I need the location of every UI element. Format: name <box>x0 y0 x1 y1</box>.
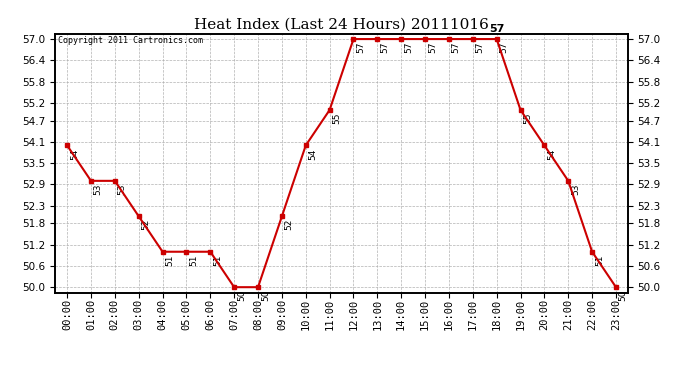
Text: 51: 51 <box>189 255 198 266</box>
Text: 57: 57 <box>489 24 504 33</box>
Text: 57: 57 <box>428 42 437 53</box>
Title: Heat Index (Last 24 Hours) 20111016: Heat Index (Last 24 Hours) 20111016 <box>194 17 489 31</box>
Text: 54: 54 <box>547 148 556 159</box>
Text: 52: 52 <box>285 219 294 231</box>
Text: 57: 57 <box>356 42 365 53</box>
Text: 50: 50 <box>619 290 628 302</box>
Text: 54: 54 <box>308 148 317 159</box>
Text: 57: 57 <box>475 42 484 53</box>
Text: 53: 53 <box>571 184 580 195</box>
Text: 55: 55 <box>333 113 342 124</box>
Text: 51: 51 <box>166 255 175 266</box>
Text: 52: 52 <box>141 219 150 231</box>
Text: 50: 50 <box>261 290 270 302</box>
Text: 57: 57 <box>452 42 461 53</box>
Text: 57: 57 <box>500 42 509 53</box>
Text: 53: 53 <box>117 184 127 195</box>
Text: 57: 57 <box>380 42 389 53</box>
Text: 50: 50 <box>237 290 246 302</box>
Text: 53: 53 <box>94 184 103 195</box>
Text: Copyright 2011 Cartronics.com: Copyright 2011 Cartronics.com <box>58 36 203 45</box>
Text: 51: 51 <box>213 255 222 266</box>
Text: 51: 51 <box>595 255 604 266</box>
Text: 55: 55 <box>523 113 532 124</box>
Text: 57: 57 <box>404 42 413 53</box>
Text: 54: 54 <box>70 148 79 159</box>
